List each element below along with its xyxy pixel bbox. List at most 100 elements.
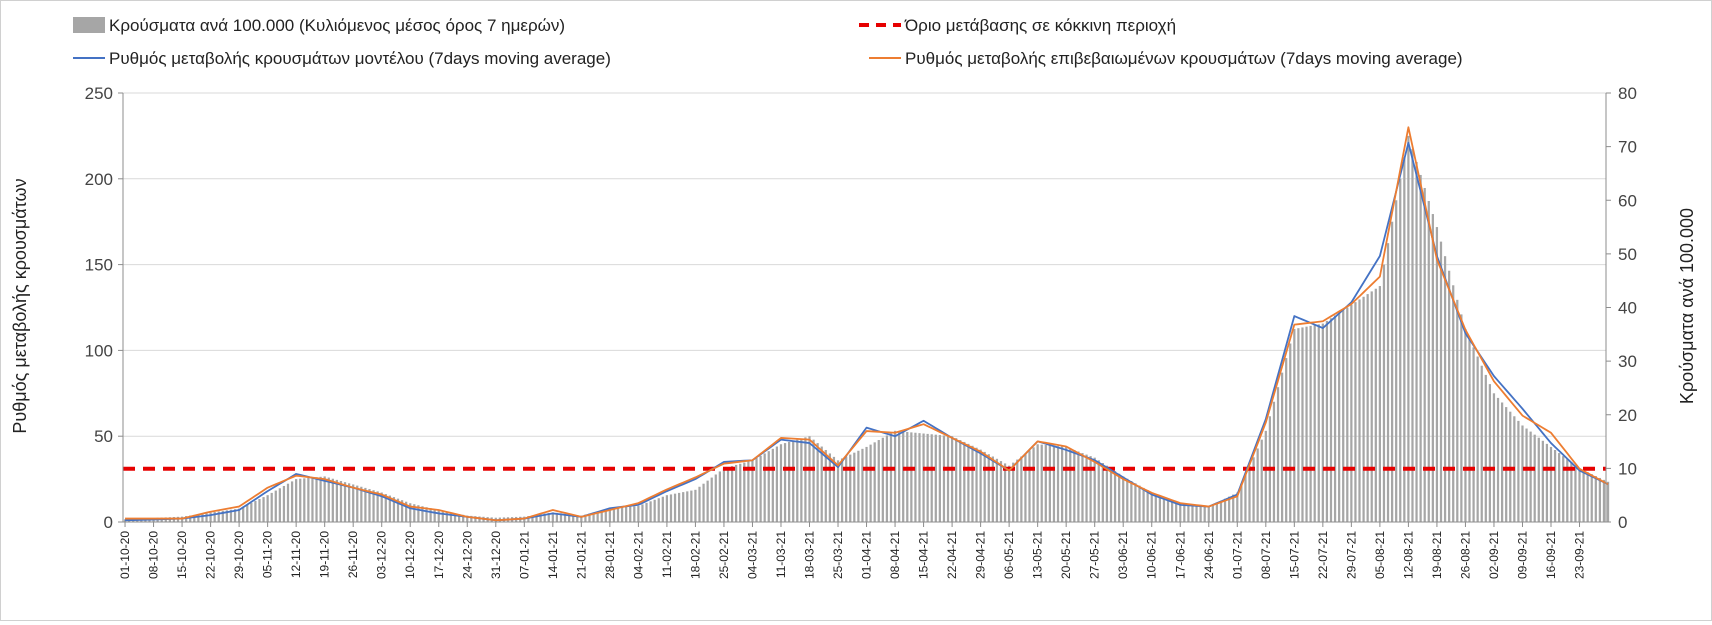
bar: [588, 513, 591, 522]
bar: [319, 476, 322, 522]
bar: [555, 512, 559, 522]
x-tick-label: 01-07-21: [1230, 531, 1244, 579]
bar: [1101, 463, 1104, 522]
bar: [547, 512, 550, 522]
bar: [1415, 161, 1418, 522]
bar: [1089, 456, 1092, 522]
bar: [1285, 358, 1288, 522]
bar: [551, 512, 554, 522]
legend-model-label: Ρυθμός μεταβολής κρουσμάτων μοντέλου (7d…: [109, 49, 611, 68]
bar: [343, 482, 347, 522]
bar: [1126, 478, 1129, 522]
x-tick-label: 12-11-20: [289, 531, 303, 578]
bar: [563, 513, 567, 522]
bar: [735, 464, 738, 522]
bar: [213, 512, 216, 522]
bar: [1150, 492, 1153, 522]
bar: [1183, 503, 1186, 522]
bar: [926, 433, 929, 522]
bar: [1020, 456, 1023, 522]
bar: [950, 436, 954, 522]
y-left-tick-label: 0: [104, 513, 113, 532]
bar: [812, 439, 815, 522]
bar: [384, 494, 387, 522]
bar: [853, 452, 856, 522]
legend-confirmed-label: Ρυθμός μεταβολής επιβεβαιωμένων κρουσμάτ…: [905, 49, 1463, 68]
bar: [633, 506, 636, 522]
bar: [861, 448, 864, 522]
x-tick-label: 26-11-20: [346, 531, 360, 578]
bar: [600, 510, 603, 522]
y-right-tick-label: 50: [1618, 245, 1637, 264]
bar: [539, 514, 542, 522]
bar: [959, 440, 962, 522]
bar: [665, 495, 669, 522]
bar: [335, 479, 339, 522]
bar: [722, 468, 726, 523]
bar: [400, 500, 404, 522]
bar: [1521, 425, 1524, 522]
legend-bars-label: Κρούσματα ανά 100.000 (Κυλιόμενος μέσος …: [109, 16, 565, 35]
y-axis-left-title: Ρυθμός μεταβολής κρουσμάτων: [10, 178, 30, 433]
bar: [376, 491, 379, 522]
bar: [242, 506, 245, 522]
bar: [1362, 296, 1365, 522]
bar: [1146, 490, 1149, 522]
bar: [1395, 200, 1398, 522]
bar: [295, 479, 298, 522]
bar: [1305, 326, 1308, 522]
bar: [645, 502, 648, 522]
bar: [832, 456, 836, 522]
bar: [1427, 201, 1430, 522]
bar: [1166, 498, 1170, 522]
bar: [657, 498, 660, 522]
bar: [828, 453, 831, 522]
x-tick-label: 19-11-20: [318, 531, 332, 578]
bar: [1032, 447, 1035, 522]
bar: [869, 444, 872, 522]
bar: [592, 512, 595, 522]
bar: [1073, 449, 1076, 522]
bar: [1382, 264, 1386, 522]
bar: [221, 510, 224, 522]
bar: [323, 476, 326, 522]
bar: [849, 454, 852, 522]
bar: [197, 514, 200, 522]
bar: [1215, 502, 1219, 522]
bar: [653, 499, 656, 522]
x-tick-label: 15-04-21: [917, 531, 931, 579]
bar: [1342, 310, 1345, 522]
bar: [1602, 479, 1606, 522]
bar: [1574, 465, 1577, 522]
y-right-tick-label: 80: [1618, 84, 1637, 103]
x-tick-label: 16-09-21: [1544, 531, 1558, 579]
bar: [898, 431, 901, 522]
bar: [1541, 440, 1544, 522]
bar: [405, 501, 408, 522]
bar: [1562, 456, 1565, 522]
bar: [1407, 135, 1410, 522]
y-left-tick-label: 100: [85, 341, 113, 360]
x-tick-label: 13-05-21: [1031, 531, 1045, 579]
line-series: [123, 126, 1609, 522]
bar: [1606, 481, 1610, 522]
bar: [694, 489, 697, 522]
x-tick-label: 25-03-21: [831, 531, 845, 579]
bar: [714, 474, 717, 522]
bar: [673, 493, 677, 522]
bar: [1056, 446, 1060, 522]
bar: [1044, 445, 1047, 522]
bar: [193, 514, 196, 522]
bar: [584, 514, 587, 522]
bar: [1191, 504, 1194, 522]
bar: [820, 446, 823, 522]
bar: [1028, 450, 1031, 522]
bar: [808, 436, 811, 522]
x-tick-label: 19-08-21: [1430, 531, 1444, 579]
bar: [930, 434, 933, 522]
bar: [1464, 328, 1467, 522]
bar: [1374, 288, 1377, 522]
bar: [352, 484, 355, 522]
bar: [1280, 372, 1284, 522]
bar: [1460, 314, 1463, 522]
